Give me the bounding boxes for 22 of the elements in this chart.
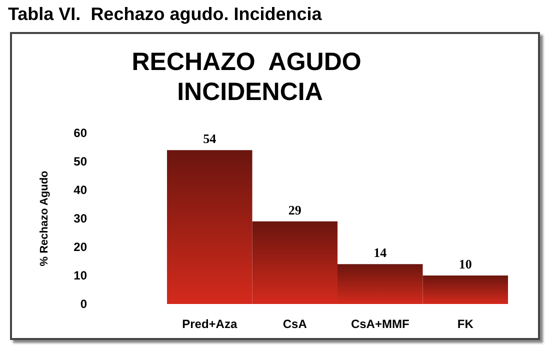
y-tick-label: 40 [74,183,88,197]
y-tick-label: 0 [80,297,88,311]
bar [167,150,252,304]
bar [338,264,423,304]
x-tick-label: FK [457,317,474,331]
data-label: 10 [458,256,472,272]
y-tick-label: 20 [74,240,88,254]
bar [252,221,338,304]
y-tick-label: 30 [74,212,88,226]
bar [422,276,508,304]
data-label: 54 [203,131,217,146]
y-axis-title: % Rechazo Agudo [38,170,50,266]
y-tick-label: 50 [74,154,88,168]
chart-subtitle: RECHAZO AGUDO INCIDENCIA [132,48,368,106]
y-tick-label: 60 [74,126,88,140]
x-tick-label: CsA [282,317,308,331]
data-label: 14 [374,245,388,260]
chart-title: Tabla VI. Rechazo agudo. Incidencia [8,4,322,25]
y-tick-label: 10 [74,268,88,282]
x-tick-label: CsA+MMF [350,317,410,331]
data-label: 29 [288,202,302,218]
x-tick-label: Pred+Aza [182,317,238,331]
